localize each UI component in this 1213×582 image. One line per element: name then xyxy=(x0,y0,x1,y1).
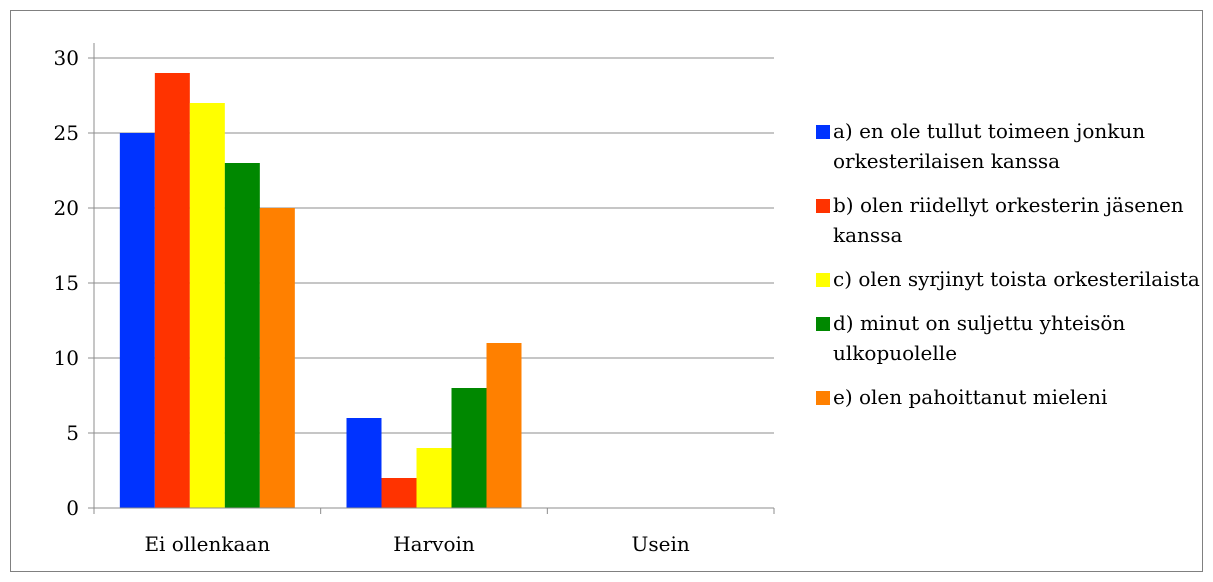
legend-swatch xyxy=(816,199,830,213)
bar xyxy=(416,448,452,508)
x-tick-label: Usein xyxy=(632,532,690,556)
y-tick-label: 25 xyxy=(54,121,79,145)
legend-swatch xyxy=(816,273,830,287)
bar xyxy=(224,163,260,508)
y-tick-label: 0 xyxy=(66,496,79,520)
legend-label: c) olen syrjinyt toista orkesterilaista xyxy=(833,267,1200,291)
legend-item: a) en ole tullut toimeen jonkun orkester… xyxy=(816,116,1206,176)
legend-item: d) minut on suljettu yhteisön ulkopuolel… xyxy=(816,308,1206,368)
legend-label: d) minut on suljettu yhteisön ulkopuolel… xyxy=(833,311,1126,365)
bars xyxy=(119,73,522,508)
bar xyxy=(189,103,225,508)
legend-label: e) olen pahoittanut mieleni xyxy=(833,385,1108,409)
y-tick-labels: 0 5 10 15 20 25 30 xyxy=(54,46,79,520)
x-tick-label: Harvoin xyxy=(393,532,475,556)
y-tick-label: 20 xyxy=(54,196,79,220)
axes xyxy=(88,43,775,514)
legend-item: c) olen syrjinyt toista orkesterilaista xyxy=(816,264,1206,294)
legend-label: a) en ole tullut toimeen jonkun orkester… xyxy=(833,119,1146,173)
bar xyxy=(486,343,522,508)
legend-swatch xyxy=(816,317,830,331)
bar-chart: 0 5 10 15 20 25 30 Ei ollenkaan Harvoin Usein xyxy=(54,43,775,556)
bar xyxy=(154,73,190,508)
legend-swatch xyxy=(816,125,830,139)
y-tick-label: 30 xyxy=(54,46,79,70)
bar xyxy=(451,388,487,508)
x-tick-labels: Ei ollenkaan Harvoin Usein xyxy=(144,532,689,556)
bar xyxy=(381,478,417,508)
legend-item: b) olen riidellyt orkesterin jäsenen kan… xyxy=(816,190,1206,250)
y-tick-label: 10 xyxy=(54,346,79,370)
legend-item: e) olen pahoittanut mieleni xyxy=(816,382,1206,412)
bar xyxy=(346,418,382,508)
bar xyxy=(259,208,295,508)
x-tick-label: Ei ollenkaan xyxy=(144,532,270,556)
legend-label: b) olen riidellyt orkesterin jäsenen kan… xyxy=(833,193,1184,247)
chart-frame: 0 5 10 15 20 25 30 Ei ollenkaan Harvoin Usein a)… xyxy=(10,10,1203,572)
y-tick-label: 15 xyxy=(54,271,79,295)
bar xyxy=(119,133,155,508)
legend: a) en ole tullut toimeen jonkun orkester… xyxy=(816,116,1206,426)
legend-swatch xyxy=(816,391,830,405)
y-tick-label: 5 xyxy=(66,421,79,445)
